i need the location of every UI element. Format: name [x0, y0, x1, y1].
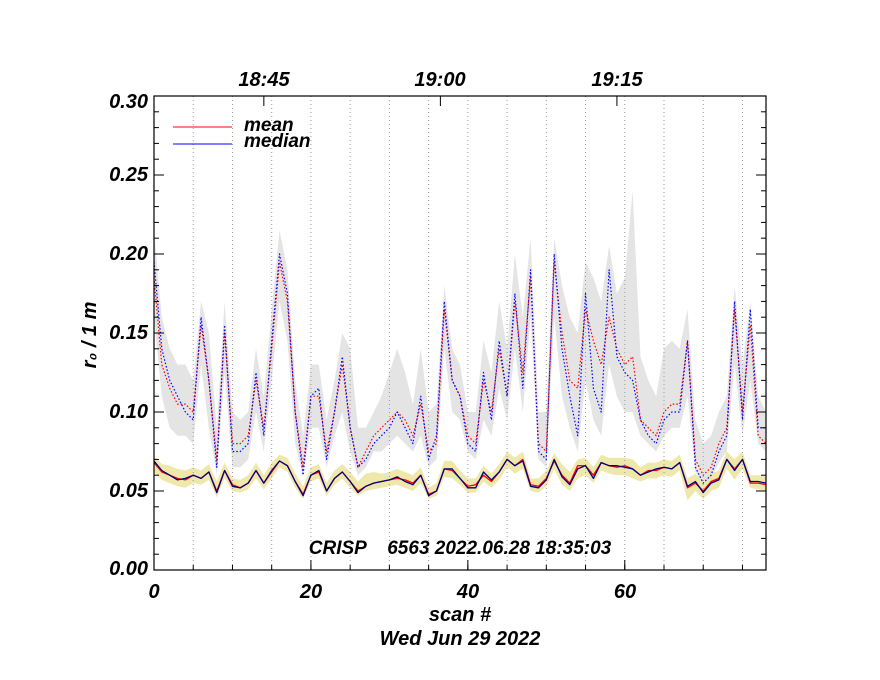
x-tick-label: 20 [299, 581, 322, 603]
top-time-label: 19:15 [591, 69, 643, 91]
top-time-labels: 18:45 19:00 19:15 [238, 69, 643, 91]
y-tick-label: 0.30 [109, 91, 148, 113]
x-tick-label: 60 [614, 581, 636, 603]
y-tick-label: 0.15 [109, 322, 149, 344]
plot-frame [153, 95, 767, 571]
y-tick-label: 0.05 [109, 480, 149, 502]
legend-label-mean: mean [244, 115, 294, 136]
top-time-label: 18:45 [238, 69, 290, 91]
x-axis-labels: 0 20 40 60 [148, 581, 636, 603]
x-tick-label: 0 [148, 581, 159, 603]
spread-bands [154, 190, 766, 501]
y-tick-label: 0.25 [109, 164, 149, 186]
x-tick-label: 40 [456, 581, 479, 603]
scan-grid [192, 96, 743, 570]
y-tick-label: 0.10 [109, 401, 148, 423]
band-upper-spread [154, 190, 766, 484]
chart-annotation: CRISP 6563 2022.06.28 18:35:03 [309, 538, 612, 559]
x-axis-title: scan # [429, 604, 492, 626]
series-upper-mean [153, 261, 767, 476]
series-upper-median [153, 253, 766, 484]
top-time-label: 19:00 [414, 69, 465, 91]
axis-ticks [153, 95, 766, 571]
legend-label-median: median [244, 131, 311, 152]
y-axis-title: r₀ / 1 m [79, 302, 101, 369]
band-lower-spread [154, 451, 766, 501]
y-tick-label: 0.00 [109, 558, 148, 580]
y-axis-labels: 0.00 0.05 0.10 0.15 0.20 0.25 0.30 [109, 91, 149, 580]
date-label: Wed Jun 29 2022 [380, 628, 541, 650]
series-lower-median [153, 458, 767, 497]
y-tick-label: 0.20 [109, 243, 148, 265]
legend: mean median [173, 115, 311, 152]
data-series [153, 253, 767, 497]
